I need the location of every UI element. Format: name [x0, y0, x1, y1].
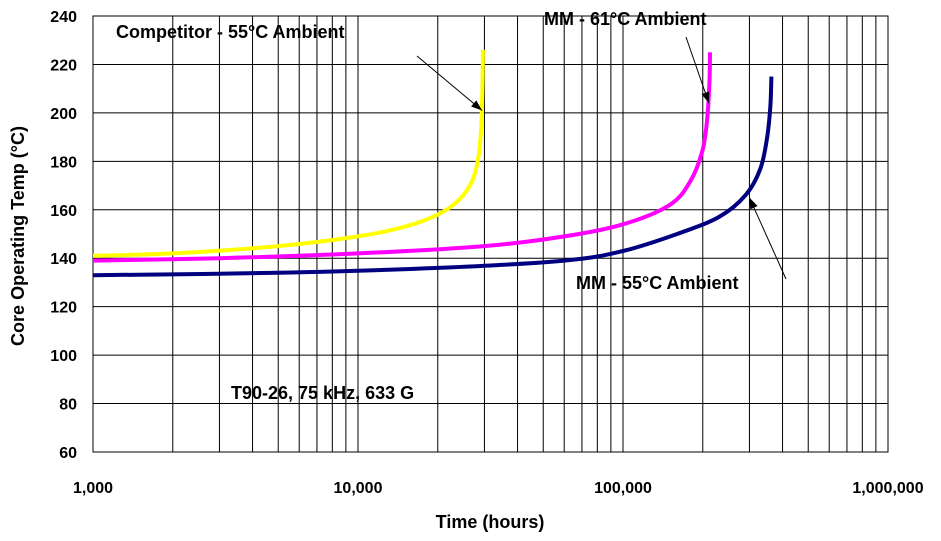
y-tick-label: 140 — [50, 251, 77, 268]
x-tick-label: 1,000,000 — [852, 480, 923, 497]
y-tick-label: 60 — [59, 445, 77, 462]
y-tick-label: 220 — [50, 57, 77, 74]
annotation-arrowhead — [701, 91, 710, 104]
annotation-mm-55: MM - 55°C Ambient — [576, 273, 739, 293]
annotation-arrow-line — [685, 36, 710, 104]
x-tick-label: 1,000 — [73, 480, 113, 497]
annotation-conditions: T90-26, 75 kHz, 633 G — [231, 383, 414, 403]
y-tick-labels: 60 80 100 120 140 160 180 200 220 240 — [50, 9, 77, 462]
series-line-2 — [92, 52, 712, 263]
annotation-arrows — [416, 36, 787, 280]
y-axis-title: Core Operating Temp (°C) — [8, 126, 28, 346]
x-tick-label: 100,000 — [594, 480, 652, 497]
annotation-arrow-line — [416, 55, 483, 111]
y-tick-label: 160 — [50, 203, 77, 220]
y-tick-label: 80 — [59, 397, 77, 414]
y-tick-label: 180 — [50, 154, 77, 171]
annotation-competitor: Competitor - 55°C Ambient — [116, 22, 345, 42]
annotation-mm-61: MM - 61°C Ambient — [544, 9, 707, 29]
series-group — [92, 49, 774, 278]
y-tick-label: 240 — [50, 9, 77, 26]
plot-area-border — [92, 15, 889, 453]
x-tick-labels: 1,000 10,000 100,000 1,000,000 — [73, 480, 924, 497]
annotation-arrowhead — [749, 197, 758, 210]
x-axis-title: Time (hours) — [436, 512, 545, 532]
y-tick-label: 200 — [50, 106, 77, 123]
grid — [93, 16, 888, 452]
x-tick-label: 10,000 — [334, 480, 383, 497]
y-tick-label: 120 — [50, 300, 77, 317]
series-line-1 — [92, 49, 485, 258]
annotation-arrow-line — [748, 197, 787, 280]
series-line-3 — [92, 76, 774, 278]
annotation-arrowhead — [471, 100, 483, 111]
y-tick-label: 100 — [50, 348, 77, 365]
